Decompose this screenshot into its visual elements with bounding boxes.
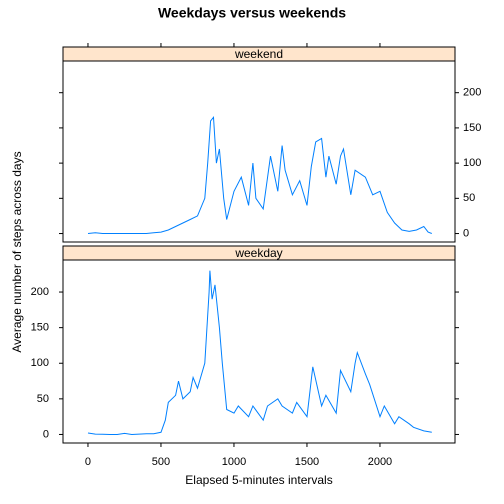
x-tick-label: 500 bbox=[152, 456, 170, 468]
y-tick-label: 150 bbox=[31, 322, 49, 334]
y-tick-label: 150 bbox=[463, 122, 481, 134]
x-tick-label: 0 bbox=[85, 456, 91, 468]
y-tick-label: 100 bbox=[463, 157, 481, 169]
y-tick-label: 200 bbox=[31, 286, 49, 298]
panel-strip-label: weekend bbox=[234, 47, 283, 61]
y-tick-label: 0 bbox=[43, 428, 49, 440]
data-line bbox=[87, 115, 432, 234]
y-tick-label: 200 bbox=[463, 87, 481, 99]
y-tick-label: 0 bbox=[463, 227, 469, 239]
y-tick-label: 50 bbox=[37, 393, 49, 405]
panel-frame bbox=[62, 259, 456, 444]
y-tick-label: 50 bbox=[463, 192, 475, 204]
y-tick-label: 100 bbox=[31, 357, 49, 369]
panel-frame bbox=[62, 60, 456, 243]
data-line bbox=[87, 270, 432, 436]
x-tick-label: 2000 bbox=[368, 456, 392, 468]
y-axis-label: Average number of steps across days bbox=[10, 151, 24, 352]
x-tick-label: 1500 bbox=[295, 456, 319, 468]
x-axis-label: Elapsed 5-minutes intervals bbox=[185, 473, 332, 487]
x-tick-label: 1000 bbox=[222, 456, 246, 468]
chart-title: Weekdays versus weekends bbox=[158, 5, 346, 21]
panel-strip-label: weekday bbox=[234, 246, 282, 260]
